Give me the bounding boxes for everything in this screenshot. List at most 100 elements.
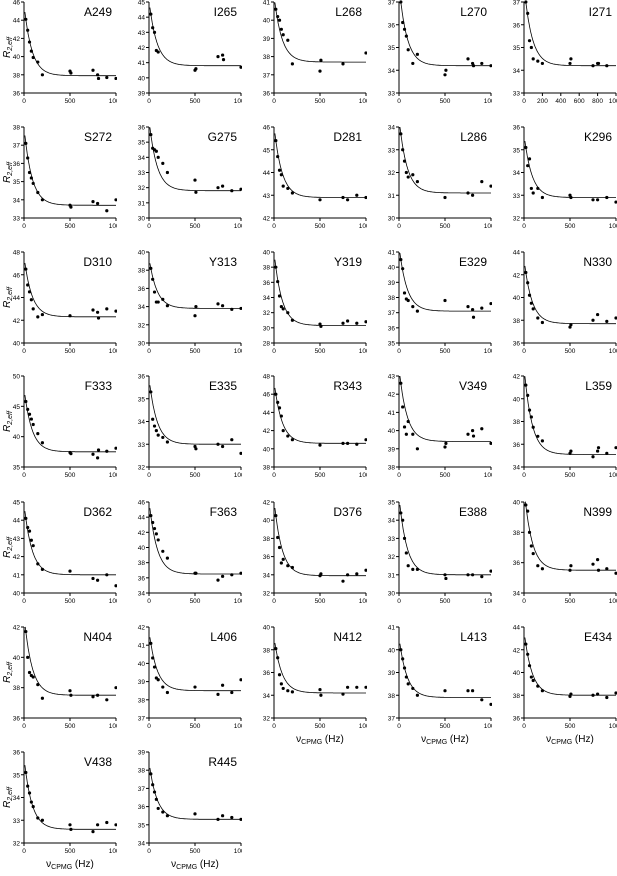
data-point <box>399 257 403 262</box>
panel-title: N404 <box>83 630 112 644</box>
data-point <box>239 678 242 682</box>
x-tick-label: 0 <box>147 223 151 230</box>
y-tick-label: 42 <box>13 36 21 43</box>
y-tick-label: 42 <box>388 392 396 399</box>
x-tick-label: 500 <box>190 348 201 355</box>
data-point <box>68 823 72 827</box>
data-point <box>480 61 484 66</box>
x-tick-label: 500 <box>190 598 201 605</box>
y-tick-label: 41 <box>13 572 21 579</box>
data-point <box>406 682 410 686</box>
panel-d362: 40 41 42 43 44 45 0 500 1000 D362 R2,eff <box>2 500 117 605</box>
data-point <box>40 441 45 445</box>
data-point <box>286 564 290 568</box>
data-point <box>96 578 100 582</box>
data-point <box>290 438 294 442</box>
y-tick-label: 40 <box>388 647 396 654</box>
data-point <box>154 429 158 433</box>
data-point <box>480 427 484 431</box>
data-point <box>605 451 609 455</box>
x-tick-label: 500 <box>440 98 451 105</box>
data-point <box>355 321 359 325</box>
data-point <box>527 530 532 534</box>
data-point <box>239 451 242 455</box>
data-point <box>281 184 285 188</box>
y-tick-label: 35 <box>513 45 521 52</box>
data-point <box>161 435 165 440</box>
x-tick-label: 1000 <box>609 98 617 105</box>
y-tick-label: 40 <box>388 428 396 435</box>
data-point <box>290 62 294 66</box>
data-point <box>596 446 601 450</box>
y-tick-label: 36 <box>513 341 521 348</box>
panel-y319: 28 30 32 34 36 38 40 0 500 1000 Y319 <box>263 250 367 355</box>
data-point <box>156 806 160 811</box>
data-point <box>40 198 45 202</box>
data-point <box>105 307 109 311</box>
y-tick-label: 44 <box>513 625 521 632</box>
x-tick-label: 600 <box>574 98 585 105</box>
panel-title: E335 <box>209 379 237 393</box>
data-point <box>526 393 530 397</box>
data-point <box>286 434 290 438</box>
y-tick-label: 40 <box>513 295 521 302</box>
data-point <box>489 64 492 68</box>
y-tick-label: 44 <box>13 518 21 525</box>
data-point <box>614 691 617 695</box>
panel-title: D281 <box>333 130 362 144</box>
y-tick-label: 44 <box>138 15 146 22</box>
y-tick-label: 32 <box>138 322 146 329</box>
data-point <box>569 692 573 696</box>
x-tick-label: 1000 <box>109 598 117 605</box>
y-tick-label: 40 <box>13 54 21 61</box>
data-point <box>156 155 160 159</box>
data-point <box>319 324 323 328</box>
x-tick-label: 0 <box>522 223 526 230</box>
y-tick-label: 40 <box>263 625 271 632</box>
y-tick-label: 46 <box>263 392 271 399</box>
data-point <box>341 692 345 696</box>
x-tick-label: 1000 <box>359 472 367 479</box>
data-point <box>531 425 535 429</box>
data-point <box>290 690 294 694</box>
y-tick-label: 39 <box>138 679 146 686</box>
data-point <box>406 419 410 424</box>
fit-curve <box>24 262 116 318</box>
data-point <box>149 514 153 518</box>
data-point <box>489 441 492 445</box>
x-tick-label: 0 <box>272 98 276 105</box>
y-tick-label: 34 <box>513 68 521 75</box>
x-tick-label: 500 <box>315 348 326 355</box>
data-point <box>68 569 72 573</box>
x-tick-label: 500 <box>65 98 76 105</box>
panel-title: E329 <box>459 255 487 269</box>
data-point <box>411 305 415 309</box>
y-tick-label: 34 <box>388 68 396 75</box>
data-point <box>406 564 410 568</box>
data-point <box>596 61 601 66</box>
data-point <box>274 139 278 143</box>
y-tick-label: 41 <box>138 60 146 67</box>
y-tick-label: 38 <box>263 265 271 272</box>
data-point <box>401 20 405 25</box>
x-tick-label: 0 <box>522 98 526 105</box>
data-point <box>96 310 100 314</box>
data-point <box>536 434 540 438</box>
x-tick-label: 0 <box>22 472 26 479</box>
x-tick-label: 500 <box>65 472 76 479</box>
y-tick-label: 36 <box>263 670 271 677</box>
panel-title: L268 <box>335 5 362 19</box>
panel-e335: 32 33 34 35 36 0 500 1000 E335 <box>138 374 242 479</box>
x-tick-label: 0 <box>147 848 151 855</box>
data-point <box>569 323 573 327</box>
data-point <box>276 400 280 404</box>
data-point <box>149 390 153 394</box>
data-point <box>29 298 33 302</box>
data-point <box>40 567 45 571</box>
y-tick-label: 32 <box>138 465 146 472</box>
data-point <box>279 173 283 177</box>
x-tick-label: 0 <box>272 223 276 230</box>
x-tick-label: 500 <box>190 723 201 730</box>
x-tick-label: 0 <box>522 348 526 355</box>
y-tick-label: 38 <box>138 560 146 567</box>
